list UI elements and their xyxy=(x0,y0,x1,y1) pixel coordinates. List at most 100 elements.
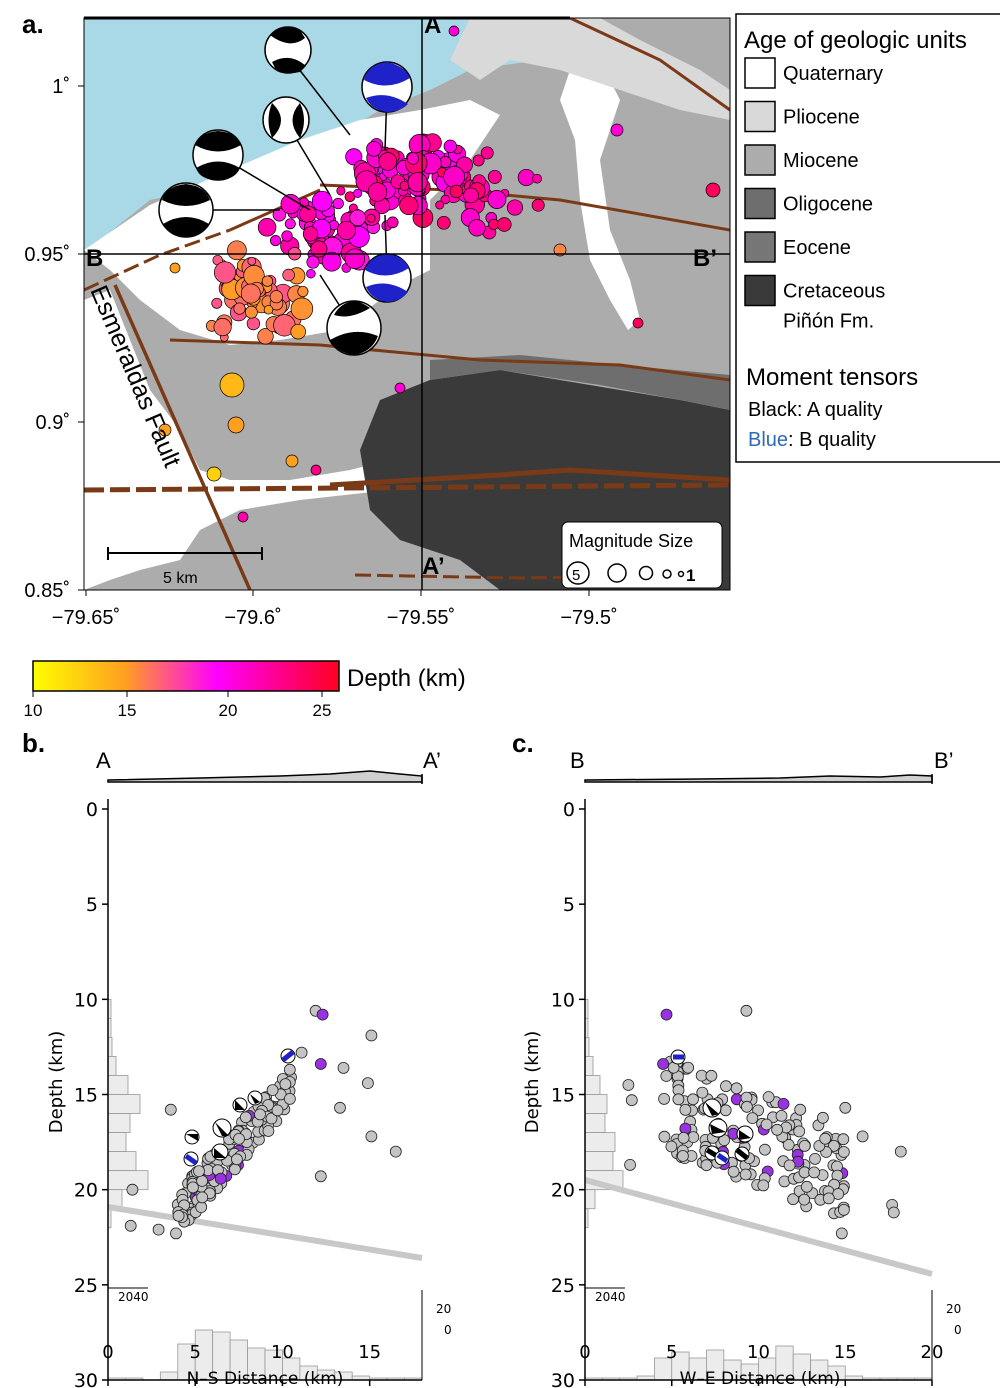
epicenter xyxy=(517,168,535,187)
topography-profile-b xyxy=(107,770,423,783)
hypocenter xyxy=(838,1204,850,1216)
epicenter xyxy=(394,382,406,394)
hypocenter xyxy=(196,1191,209,1204)
depth-histogram xyxy=(107,998,149,1289)
hypocenter xyxy=(835,1227,848,1240)
distance-histogram xyxy=(107,1329,423,1381)
epicenter xyxy=(378,152,398,171)
epicenter xyxy=(284,218,296,230)
cross-section-beachballs xyxy=(670,1049,754,1166)
moment-tensor-blue: Blue: B quality xyxy=(748,429,876,451)
hypocenter xyxy=(365,1029,378,1042)
colorbar-tick: 10 xyxy=(24,701,43,720)
hypocenter xyxy=(271,1104,284,1117)
hypocenter xyxy=(887,1206,900,1219)
epicenter xyxy=(302,226,319,242)
earthquake-epicenters xyxy=(158,25,721,523)
hypocenter xyxy=(777,1098,790,1110)
hypocenter xyxy=(677,1150,689,1162)
legend-swatch xyxy=(744,144,776,176)
epicenter xyxy=(448,25,460,37)
epicenter xyxy=(270,235,282,247)
ocean-area xyxy=(84,18,600,250)
depth-tick-label: 5 xyxy=(563,894,575,916)
epicenter xyxy=(506,199,523,216)
hypocenter xyxy=(230,1153,243,1166)
epicenter xyxy=(282,268,295,282)
epicenter xyxy=(553,243,567,257)
legend-swatch xyxy=(744,187,776,220)
hypocenter xyxy=(660,1070,673,1082)
epicenter xyxy=(233,302,246,315)
hypocenter xyxy=(186,1181,199,1194)
histogram-left-ticks-c: 2040 xyxy=(595,1290,626,1304)
hypocenter xyxy=(771,1123,783,1136)
moment-tensor-blue-rest: : B quality xyxy=(788,429,876,451)
hypocenter xyxy=(856,1130,869,1143)
magnitude-legend-min: 1 xyxy=(686,566,695,585)
epicenter xyxy=(247,256,257,266)
depth-tick-label: 15 xyxy=(551,1085,575,1107)
epicenter xyxy=(310,240,328,258)
epicenter xyxy=(257,218,277,237)
hypocenter xyxy=(193,1165,205,1177)
histogram-bar xyxy=(584,1056,594,1076)
epicenter xyxy=(280,194,301,215)
depth-tick-label: 20 xyxy=(551,1180,575,1202)
histogram-bar xyxy=(107,1151,137,1172)
epicenter xyxy=(237,511,249,523)
depth-tick-label: 25 xyxy=(74,1275,98,1297)
epicenter xyxy=(632,317,644,329)
hypocenter xyxy=(700,1159,713,1172)
epicenter xyxy=(311,190,333,212)
histogram-count-tick-c: 20 xyxy=(946,1302,961,1316)
profile-c-end: B’ xyxy=(934,748,954,773)
epicenter xyxy=(472,154,485,167)
legend-swatch xyxy=(744,57,776,89)
legend-swatch xyxy=(744,231,776,263)
histogram-bar xyxy=(584,1075,601,1095)
distance-tick-label: 15 xyxy=(358,1342,381,1363)
legend-unit-label: Quaternary xyxy=(783,63,883,85)
epicenter xyxy=(263,305,274,315)
hypocenter xyxy=(679,1104,692,1116)
epicenter xyxy=(290,323,306,340)
histogram-left-ticks-b: 2040 xyxy=(118,1290,149,1304)
hypocenter xyxy=(696,1086,709,1099)
hypocenter xyxy=(682,1061,694,1074)
hypocenter xyxy=(625,1094,638,1107)
hypocenter xyxy=(759,1143,771,1156)
depth-axis-label-c: Depth (km) xyxy=(522,1031,543,1134)
quaternary-unit xyxy=(84,290,390,590)
section-label-b-end: B’ xyxy=(693,245,717,272)
hypocenter xyxy=(775,1110,788,1122)
moment-tensor-beachball-a xyxy=(158,182,214,238)
epicenter xyxy=(272,207,287,222)
epicenter xyxy=(246,316,261,331)
depth-axis-label-b: Depth (km) xyxy=(46,1031,67,1134)
epicenter xyxy=(310,464,322,476)
moment-tensor-beachball-a xyxy=(264,26,312,74)
epicenter xyxy=(306,255,320,269)
epicenter xyxy=(261,275,274,287)
distance-tick-label: 20 xyxy=(921,1342,944,1363)
hypocenter xyxy=(720,1080,732,1093)
hypocenter xyxy=(894,1145,907,1158)
hypocenter xyxy=(705,1069,718,1082)
distance-tick-label: 0 xyxy=(102,1342,113,1363)
hypocenter xyxy=(622,1079,635,1091)
hypocenter xyxy=(798,1140,811,1152)
depth-tick-label: 5 xyxy=(86,894,98,916)
quaternary-unit xyxy=(560,60,640,330)
hypocenter xyxy=(730,1082,743,1095)
hypocenter xyxy=(798,1193,811,1206)
moment-tensor-title: Moment tensors xyxy=(746,364,918,391)
epicenter xyxy=(610,123,624,137)
epicenter xyxy=(440,194,451,205)
hypocenter xyxy=(254,1108,266,1121)
epicenter xyxy=(532,173,542,184)
epicenter xyxy=(480,146,494,160)
epicenter xyxy=(281,230,293,242)
hypocenter xyxy=(172,1209,185,1222)
hypocenter xyxy=(195,1201,208,1213)
